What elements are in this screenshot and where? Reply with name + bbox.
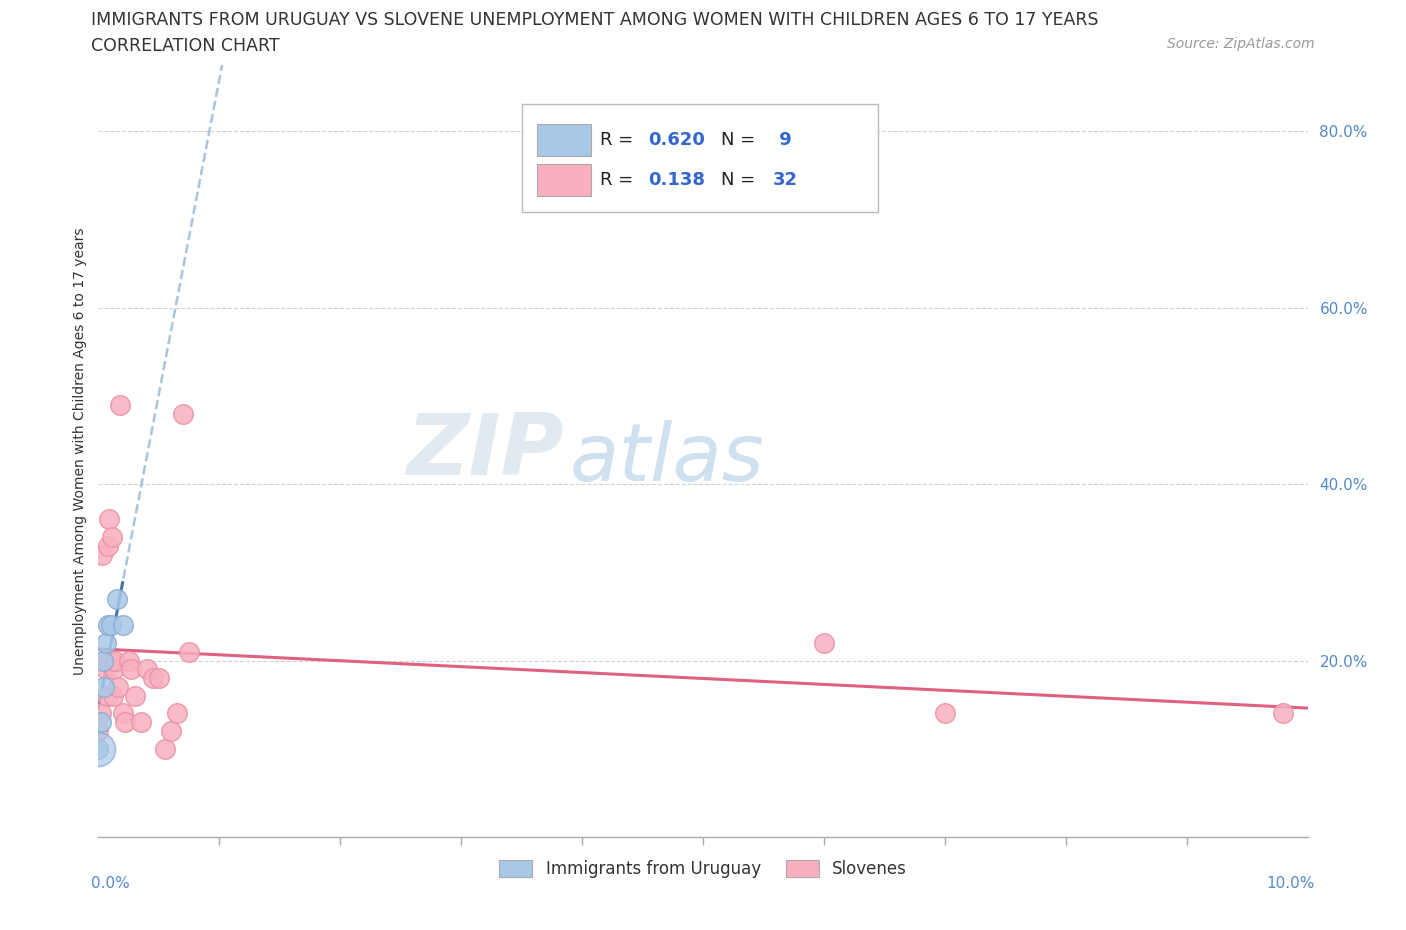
Point: [87, 741, 110, 756]
Point: [172, 406, 194, 421]
Point: [101, 688, 124, 703]
Point: [111, 706, 134, 721]
Point: [153, 741, 176, 756]
Point: [94, 662, 117, 677]
Point: [111, 618, 134, 632]
Point: [107, 680, 129, 695]
Text: CORRELATION CHART: CORRELATION CHART: [91, 37, 280, 55]
Point: [120, 662, 142, 677]
Point: [87, 724, 110, 738]
Point: [179, 644, 201, 659]
Point: [114, 715, 136, 730]
Point: [135, 662, 157, 677]
Text: ZIP: ZIP: [406, 409, 564, 493]
Y-axis label: Unemployment Among Women with Children Ages 6 to 17 years: Unemployment Among Women with Children A…: [73, 227, 87, 675]
Point: [934, 706, 956, 721]
Text: IMMIGRANTS FROM URUGUAY VS SLOVENE UNEMPLOYMENT AMONG WOMEN WITH CHILDREN AGES 6: IMMIGRANTS FROM URUGUAY VS SLOVENE UNEMP…: [91, 11, 1099, 29]
Point: [96, 688, 118, 703]
Point: [103, 662, 125, 677]
Point: [129, 715, 152, 730]
Point: [124, 688, 146, 703]
Point: [87, 741, 110, 756]
FancyBboxPatch shape: [522, 104, 879, 212]
Text: N =: N =: [721, 131, 761, 149]
Point: [148, 671, 170, 685]
Point: [160, 724, 183, 738]
Point: [100, 618, 122, 632]
Text: 32: 32: [773, 171, 799, 189]
FancyBboxPatch shape: [537, 124, 591, 156]
Text: 9: 9: [773, 131, 792, 149]
Point: [142, 671, 165, 685]
Text: 0.0%: 0.0%: [91, 876, 131, 891]
FancyBboxPatch shape: [537, 164, 591, 196]
Point: [104, 653, 127, 668]
Text: atlas: atlas: [569, 419, 765, 498]
Point: [97, 618, 120, 632]
Point: [93, 680, 115, 695]
Point: [90, 706, 112, 721]
Point: [100, 653, 122, 668]
Point: [91, 547, 114, 562]
Point: [1272, 706, 1295, 721]
Point: [108, 397, 131, 412]
Text: 0.138: 0.138: [648, 171, 706, 189]
Point: [105, 591, 128, 606]
Point: [97, 538, 120, 553]
Text: 10.0%: 10.0%: [1267, 876, 1315, 891]
Point: [91, 653, 114, 668]
Legend: Immigrants from Uruguay, Slovenes: Immigrants from Uruguay, Slovenes: [491, 852, 915, 886]
Point: [90, 715, 112, 730]
Point: [94, 635, 117, 650]
Text: Source: ZipAtlas.com: Source: ZipAtlas.com: [1167, 37, 1315, 51]
Point: [93, 653, 115, 668]
Text: R =: R =: [600, 171, 645, 189]
Text: N =: N =: [721, 171, 761, 189]
Point: [813, 635, 835, 650]
Text: 0.620: 0.620: [648, 131, 706, 149]
Point: [98, 512, 121, 527]
Point: [100, 529, 122, 544]
Point: [118, 653, 141, 668]
Point: [166, 706, 188, 721]
Text: R =: R =: [600, 131, 640, 149]
